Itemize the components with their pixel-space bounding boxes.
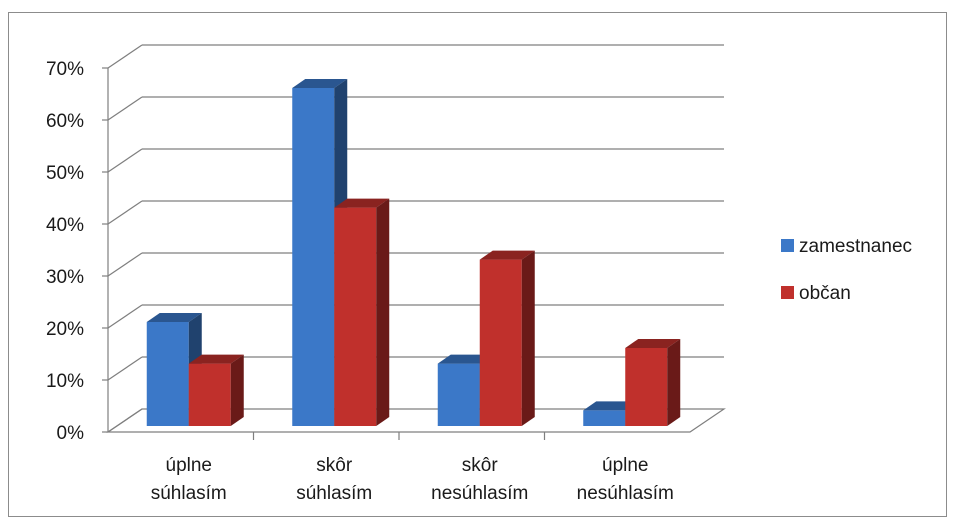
bar-side (230, 354, 244, 426)
bar-side (667, 339, 681, 426)
bar-front (479, 259, 522, 426)
x-category-label: súhlasím (296, 483, 372, 504)
y-tick-label: 50% (46, 163, 84, 184)
gridline-side (107, 304, 143, 329)
legend-swatch-občan (781, 286, 794, 299)
legend-label-zamestnanec: zamestnanec (799, 236, 912, 257)
labels: 0% 10% 20% 30% 40% 50% 60% 70% úplne súhlasím skôr… (46, 59, 674, 504)
bar-front (292, 88, 335, 426)
legend-swatch-zamestnanec (781, 239, 794, 252)
y-tick-label: 0% (57, 423, 85, 444)
x-category-label: skôr (316, 455, 353, 476)
y-tick-label: 20% (46, 319, 84, 340)
bar-top (583, 401, 639, 411)
bar-side (521, 250, 535, 426)
bar-top (188, 354, 244, 364)
y-tick-label: 10% (46, 371, 84, 392)
bar-front (146, 322, 189, 426)
bar-top (334, 198, 390, 208)
legend: zamestnanec občan (781, 236, 912, 304)
y-tick-label: 30% (46, 267, 84, 288)
axes (102, 67, 726, 440)
bar-top (146, 313, 202, 322)
bar-top (437, 354, 493, 364)
bar-občan (625, 339, 681, 426)
gridline-side (107, 148, 143, 173)
chart-floor (106, 408, 726, 433)
bar-top (479, 250, 535, 260)
gridline-side (107, 356, 143, 381)
bar-občan (334, 198, 390, 426)
bar-front (625, 348, 668, 426)
bar-front (188, 363, 231, 426)
x-category-label: skôr (462, 455, 499, 476)
legend-label-občan: občan (799, 283, 851, 304)
chart-frame (8, 12, 947, 517)
gridline-side (107, 252, 143, 277)
x-category-label: úplne (166, 455, 213, 476)
x-category-label: nesúhlasím (577, 483, 674, 504)
x-category-label: súhlasím (151, 483, 227, 504)
y-tick-label: 40% (46, 215, 84, 236)
bar-zamestnanec (292, 79, 348, 426)
x-category-label: úplne (602, 455, 649, 476)
x-category-label: nesúhlasím (431, 483, 528, 504)
bar-front (583, 410, 626, 426)
bar-občan (188, 354, 244, 426)
gridline-side (107, 44, 143, 69)
gridline-side (107, 200, 143, 225)
y-tick-label: 60% (46, 111, 84, 132)
bar-top (292, 79, 348, 88)
bar-front (334, 207, 377, 426)
bar-front (437, 363, 480, 426)
y-tick-label: 70% (46, 59, 84, 80)
bars (146, 79, 681, 426)
gridline-side (107, 96, 143, 121)
bar-top (625, 339, 681, 348)
bar-side (376, 198, 390, 426)
bar-občan (479, 250, 535, 426)
